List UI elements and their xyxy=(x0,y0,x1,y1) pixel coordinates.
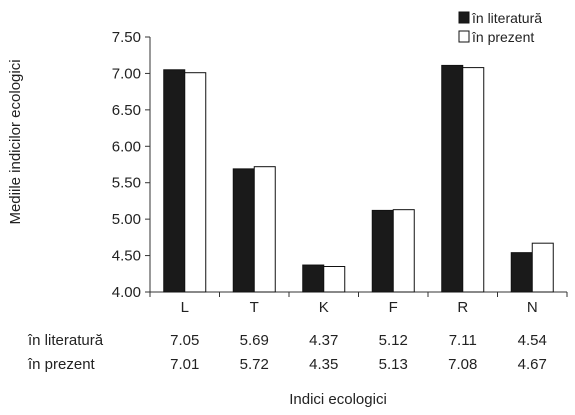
y-axis-title: Mediile indicilor ecologici xyxy=(7,59,24,224)
y-tick-label: 5.00 xyxy=(112,211,141,228)
bar-in-prezent-F xyxy=(392,209,415,293)
bar-in-prezent-T xyxy=(253,166,276,293)
table-cell: 7.05 xyxy=(170,332,199,349)
table-cell: 7.01 xyxy=(170,356,199,373)
table-cell: 7.08 xyxy=(448,356,477,373)
table-row-label: în prezent xyxy=(27,356,96,373)
table-cell: 7.11 xyxy=(449,332,477,349)
x-tick-label: K xyxy=(319,299,329,316)
legend-swatch xyxy=(458,30,470,43)
x-axis-title: Indici ecologici xyxy=(289,391,387,408)
table-cell: 4.35 xyxy=(309,356,338,373)
table-cell: 4.67 xyxy=(518,356,547,373)
bars xyxy=(163,64,554,293)
legend: în literatură în prezent xyxy=(458,10,542,45)
y-tick-label: 5.50 xyxy=(112,175,141,192)
bar-in-prezent-K xyxy=(323,266,346,293)
y-tick-label: 4.50 xyxy=(112,248,141,265)
bar-in-literatura-T xyxy=(232,168,255,293)
table-cell: 5.72 xyxy=(240,356,269,373)
bar-in-literatura-K xyxy=(302,264,325,293)
bar-in-literatura-L xyxy=(163,69,186,293)
y-tick-label: 7.00 xyxy=(112,65,141,82)
x-tick-label: T xyxy=(250,299,259,316)
bar-in-prezent-N xyxy=(531,242,554,293)
legend-label: în prezent xyxy=(471,29,534,45)
x-tick-label: R xyxy=(457,299,468,316)
bar-in-literatura-F xyxy=(371,209,394,293)
x-tick-label: N xyxy=(527,299,538,316)
y-tick-label: 6.50 xyxy=(112,102,141,119)
x-tick-label: F xyxy=(389,299,398,316)
table-cell: 5.69 xyxy=(240,332,269,349)
y-tick-label: 4.00 xyxy=(112,284,141,301)
x-tick-label: L xyxy=(181,299,189,316)
table-row-label: în literatură xyxy=(27,332,104,349)
table-cell: 5.13 xyxy=(379,356,408,373)
bar-in-literatura-R xyxy=(441,64,464,293)
table-cell: 4.37 xyxy=(309,332,338,349)
legend-swatch xyxy=(458,11,470,24)
legend-label: în literatură xyxy=(471,10,542,26)
bar-in-prezent-R xyxy=(462,67,485,293)
axes: 4.00 4.50 5.00 5.50 6.00 6.50 7.00 7.50 L T K F R N xyxy=(112,29,568,316)
table-cell: 4.54 xyxy=(518,332,547,349)
data-table: în literatură 7.05 5.69 4.37 5.12 7.11 4.54 în … xyxy=(27,332,547,373)
bar-in-literatura-N xyxy=(510,252,533,293)
bar-in-prezent-L xyxy=(184,72,207,293)
y-tick-label: 7.50 xyxy=(112,29,141,46)
y-tick-label: 6.00 xyxy=(112,138,141,155)
table-cell: 5.12 xyxy=(379,332,408,349)
